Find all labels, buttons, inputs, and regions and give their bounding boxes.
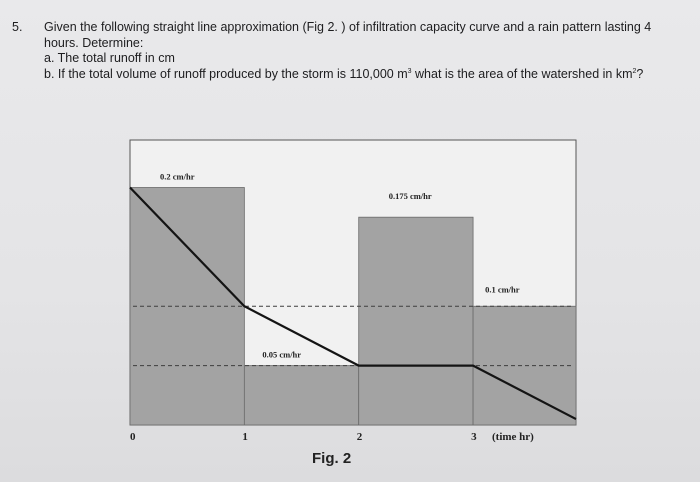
- question-part-b: b. If the total volume of runoff produce…: [44, 67, 692, 83]
- infiltration-curve: [129, 186, 577, 421]
- bar-value-label-4: 0.1 cm/hr: [485, 284, 520, 294]
- figure-caption: Fig. 2: [312, 450, 352, 467]
- question-number: 5.: [12, 20, 23, 34]
- part-b-superscript-square: 2: [632, 67, 637, 75]
- x-tick-label-3: 3: [471, 431, 477, 443]
- part-b-text-1: b. If the total volume of runoff produce…: [44, 66, 408, 81]
- bar-value-label-2: 0.05 cm/hr: [262, 350, 301, 360]
- bar-value-label-3: 0.175 cm/hr: [389, 191, 432, 201]
- question-stem: Given the following straight line approx…: [44, 20, 652, 50]
- x-axis-unit-label: (time hr): [492, 431, 534, 443]
- x-tick-label-1: 1: [242, 431, 248, 443]
- part-b-superscript-cubic: 3: [407, 67, 412, 75]
- question-stem-row: 5. Given the following straight line app…: [12, 20, 692, 51]
- question-part-a: a. The total runoff in cm: [44, 51, 175, 65]
- question-block: 5. Given the following straight line app…: [12, 20, 692, 82]
- x-tick-label-0: 0: [130, 431, 136, 443]
- rain-bar-3: [358, 216, 474, 426]
- bar-value-label-1: 0.2 cm/hr: [160, 172, 195, 182]
- part-b-text-3: ?: [636, 66, 644, 81]
- part-b-text-2: what is the area of the watershed in km: [411, 66, 633, 81]
- rain-bar-2: [243, 365, 360, 426]
- x-tick-label-2: 2: [357, 431, 363, 443]
